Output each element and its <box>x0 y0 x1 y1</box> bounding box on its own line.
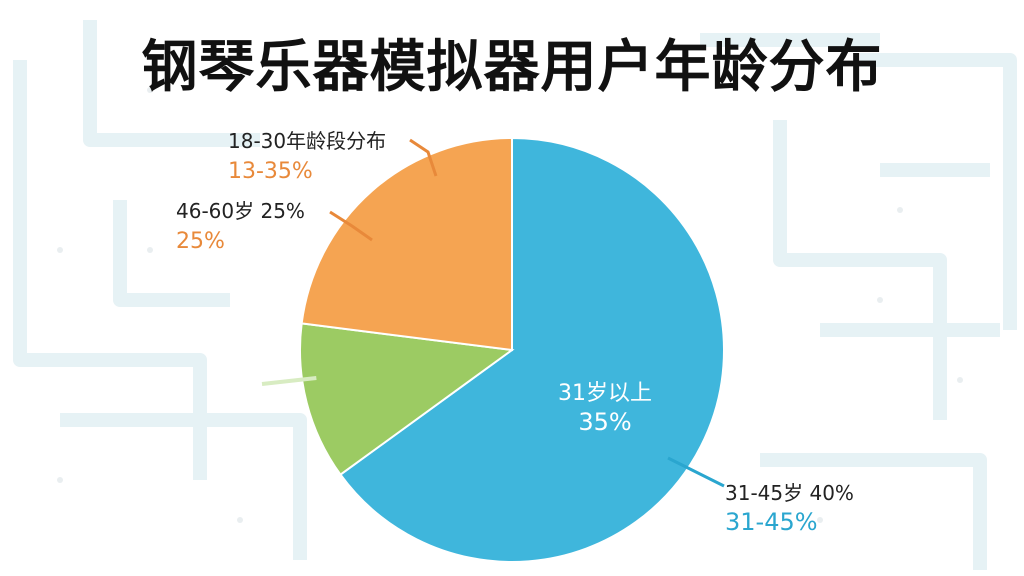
annotation-value: 31-45% <box>725 508 818 536</box>
annotation-leader-line <box>667 456 725 488</box>
pie-slice-3 <box>300 136 513 352</box>
annotation-value: 35% <box>578 408 631 436</box>
annotation-leader-line <box>329 210 373 242</box>
pie-slice-1 <box>339 136 725 563</box>
pie-slice-2 <box>299 322 515 477</box>
annotation-label: 31-45岁 40% <box>725 481 854 505</box>
annotation-label: 18-30年龄段分布 <box>228 129 386 153</box>
chart-title: 钢琴乐器模拟器用户年龄分布 <box>141 35 883 100</box>
annotation-value: 13-35% <box>228 159 313 184</box>
leader-line-46-60 <box>261 376 317 386</box>
annotation-value: 25% <box>176 229 225 254</box>
annotation-leader-line <box>409 138 438 177</box>
annotation-label: 46-60岁 25% <box>176 199 305 223</box>
annotation-label: 31岁以上 <box>558 381 652 406</box>
